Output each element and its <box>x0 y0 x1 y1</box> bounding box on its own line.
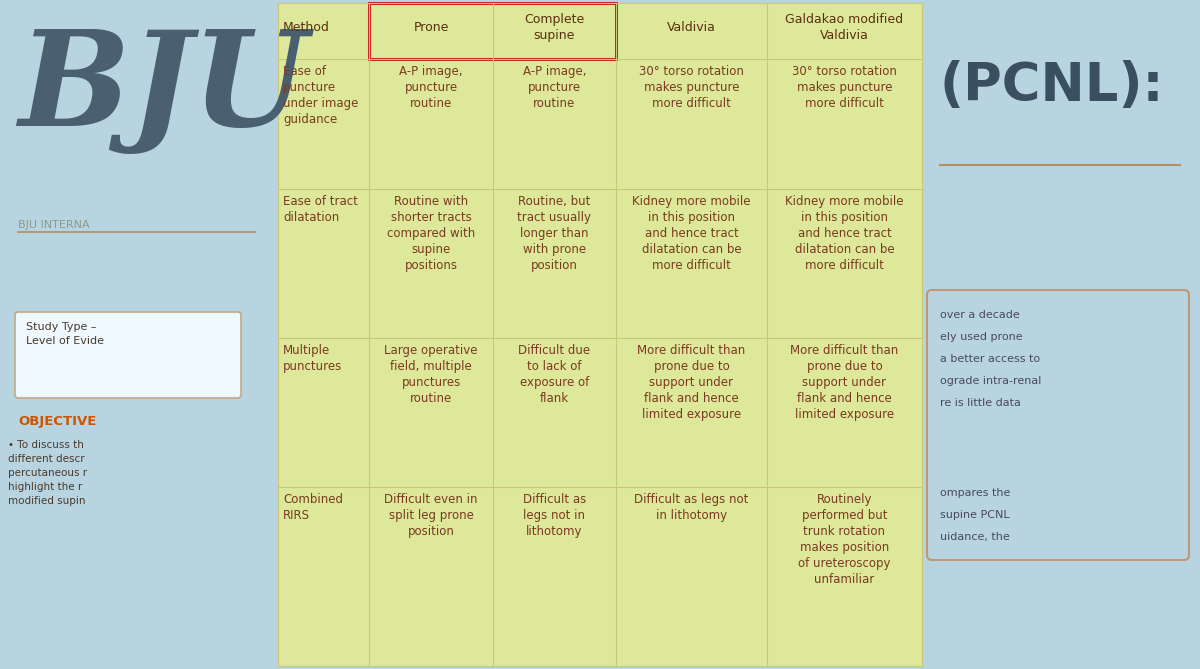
FancyBboxPatch shape <box>928 290 1189 560</box>
Text: uidance, the: uidance, the <box>940 532 1009 542</box>
Polygon shape <box>278 3 922 666</box>
Text: supine PCNL: supine PCNL <box>940 510 1009 520</box>
Text: Difficult even in
split leg prone
position: Difficult even in split leg prone positi… <box>384 493 478 538</box>
Text: a better access to: a better access to <box>940 354 1040 364</box>
Text: Kidney more mobile
in this position
and hence tract
dilatation can be
more diffi: Kidney more mobile in this position and … <box>632 195 751 272</box>
Text: Large operative
field, multiple
punctures
routine: Large operative field, multiple puncture… <box>384 344 478 405</box>
Text: OBJECTIVE: OBJECTIVE <box>18 415 96 428</box>
Text: (PCNL):: (PCNL): <box>940 60 1164 112</box>
Text: 30° torso rotation
makes puncture
more difficult: 30° torso rotation makes puncture more d… <box>638 66 744 110</box>
Text: Kidney more mobile
in this position
and hence tract
dilatation can be
more diffi: Kidney more mobile in this position and … <box>785 195 904 272</box>
Text: 30° torso rotation
makes puncture
more difficult: 30° torso rotation makes puncture more d… <box>792 66 896 110</box>
FancyBboxPatch shape <box>370 3 616 60</box>
Text: Routinely
performed but
trunk rotation
makes position
of ureteroscopy
unfamiliar: Routinely performed but trunk rotation m… <box>798 493 890 586</box>
Text: Routine with
shorter tracts
compared with
supine
positions: Routine with shorter tracts compared wit… <box>386 195 475 272</box>
Text: Prone: Prone <box>413 21 449 33</box>
Text: Routine, but
tract usually
longer than
with prone
position: Routine, but tract usually longer than w… <box>517 195 592 272</box>
Text: • To discuss th
different descr
percutaneous r
highlight the r
modified supin: • To discuss th different descr percutan… <box>8 440 88 506</box>
Text: BJU: BJU <box>18 25 307 154</box>
FancyBboxPatch shape <box>14 312 241 398</box>
Text: Difficult as
legs not in
lithotomy: Difficult as legs not in lithotomy <box>523 493 586 538</box>
Text: Study Type –
Level of Evide: Study Type – Level of Evide <box>26 322 104 346</box>
Text: over a decade: over a decade <box>940 310 1020 320</box>
Text: re is little data: re is little data <box>940 398 1021 408</box>
Text: Complete
supine: Complete supine <box>524 13 584 41</box>
Text: ograde intra-renal: ograde intra-renal <box>940 376 1042 386</box>
Text: BJU INTERNA: BJU INTERNA <box>18 220 90 230</box>
Text: A-P image,
puncture
routine: A-P image, puncture routine <box>400 66 463 110</box>
Text: A-P image,
puncture
routine: A-P image, puncture routine <box>522 66 586 110</box>
Text: Combined
RIRS: Combined RIRS <box>283 493 343 522</box>
Text: Galdakao modified
Valdivia: Galdakao modified Valdivia <box>786 13 904 41</box>
Text: More difficult than
prone due to
support under
flank and hence
limited exposure: More difficult than prone due to support… <box>791 344 899 421</box>
Text: Ease of tract
dilatation: Ease of tract dilatation <box>283 195 358 223</box>
Text: Difficult as legs not
in lithotomy: Difficult as legs not in lithotomy <box>635 493 749 522</box>
Text: Method: Method <box>283 21 330 33</box>
Text: Multiple
punctures: Multiple punctures <box>283 344 342 373</box>
Text: Difficult due
to lack of
exposure of
flank: Difficult due to lack of exposure of fla… <box>518 344 590 405</box>
Text: ompares the: ompares the <box>940 488 1010 498</box>
Text: Ease of
puncture
under image
guidance: Ease of puncture under image guidance <box>283 66 359 126</box>
Text: ely used prone: ely used prone <box>940 332 1022 342</box>
Text: More difficult than
prone due to
support under
flank and hence
limited exposure: More difficult than prone due to support… <box>637 344 745 421</box>
Text: Valdivia: Valdivia <box>667 21 716 33</box>
